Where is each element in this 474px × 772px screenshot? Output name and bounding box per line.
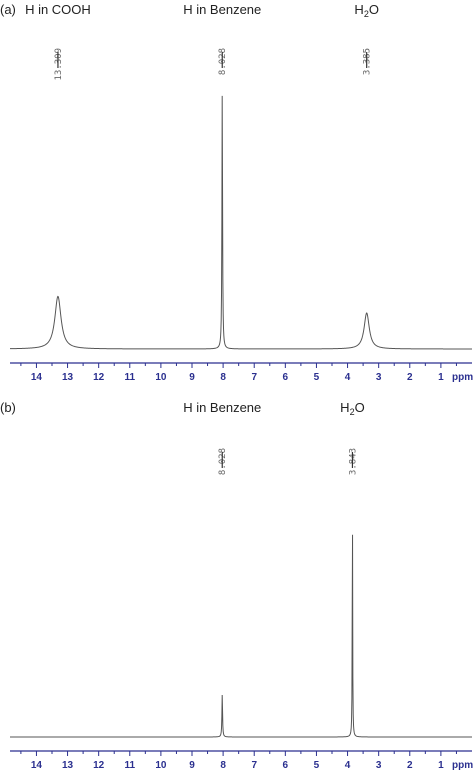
x-tick-label: 2: [407, 760, 413, 771]
x-tick-label: 14: [31, 760, 43, 771]
peak-annotation: H2O: [354, 2, 379, 19]
peak-shift-label: 3.843: [348, 448, 358, 475]
x-tick-label: 5: [314, 760, 320, 771]
x-tick-label: 1: [438, 760, 444, 771]
panel-label: (b): [0, 400, 16, 415]
peak-annotation: H in COOH: [25, 2, 91, 17]
peak-8.028: H in Benzene 8.028: [183, 400, 261, 475]
x-tick-label: 6: [283, 372, 289, 383]
peak-shift-label: 13.309: [54, 48, 64, 81]
x-tick-label: 7: [251, 760, 257, 771]
peak-3.385: H2O 3.385: [354, 2, 379, 75]
x-tick-label: 11: [124, 372, 135, 383]
x-tick-label: 5: [314, 372, 320, 383]
x-tick-label: 9: [189, 760, 195, 771]
x-tick-label: 8: [220, 372, 226, 383]
peak-shift-label: 8.028: [218, 48, 228, 75]
x-tick-label: 3: [376, 372, 382, 383]
x-tick-label: 1: [438, 372, 444, 383]
peak-13.309: H in COOH 13.309: [25, 2, 91, 81]
x-tick-label: 12: [93, 372, 105, 383]
peak-shift-label: 8.028: [218, 448, 228, 475]
x-tick-label: 6: [283, 760, 289, 771]
x-tick-label: 12: [93, 760, 105, 771]
x-tick-label: 14: [31, 372, 43, 383]
peak-annotation: H in Benzene: [183, 2, 261, 17]
x-tick-label: 10: [155, 760, 167, 771]
x-axis-unit: ppm: [452, 372, 473, 383]
spectrum-line: [10, 534, 472, 738]
x-tick-label: 10: [155, 372, 167, 383]
x-axis: 14 13 12 11 10 9 8 7 6 5 4 3 2 1 ppm: [10, 750, 473, 771]
panel-label: (a): [0, 2, 16, 17]
peak-8.028: H in Benzene 8.028: [183, 2, 261, 75]
peak-3.843: H2O 3.843: [340, 400, 365, 475]
x-tick-label: 4: [345, 372, 351, 383]
x-tick-label: 11: [124, 760, 135, 771]
x-tick-label: 13: [62, 760, 74, 771]
panel-a: (a) H in COOH 13.309 H in Benzene 8.028 H2O 3.…: [0, 2, 473, 383]
x-tick-label: 3: [376, 760, 382, 771]
x-tick-label: 9: [189, 372, 195, 383]
x-tick-label: 8: [220, 760, 226, 771]
x-tick-label: 7: [251, 372, 257, 383]
peak-annotation: H in Benzene: [183, 400, 261, 415]
x-tick-label: 13: [62, 372, 74, 383]
x-axis-unit: ppm: [452, 760, 473, 771]
peak-annotation: H2O: [340, 400, 365, 417]
x-tick-label: 2: [407, 372, 413, 383]
x-tick-label: 4: [345, 760, 351, 771]
peak-shift-label: 3.385: [363, 48, 373, 75]
spectrum-line: [9, 95, 472, 350]
x-axis: 14 13 12 11 10 9 8 7 6 5 4 3 2 1 ppm: [10, 362, 473, 383]
